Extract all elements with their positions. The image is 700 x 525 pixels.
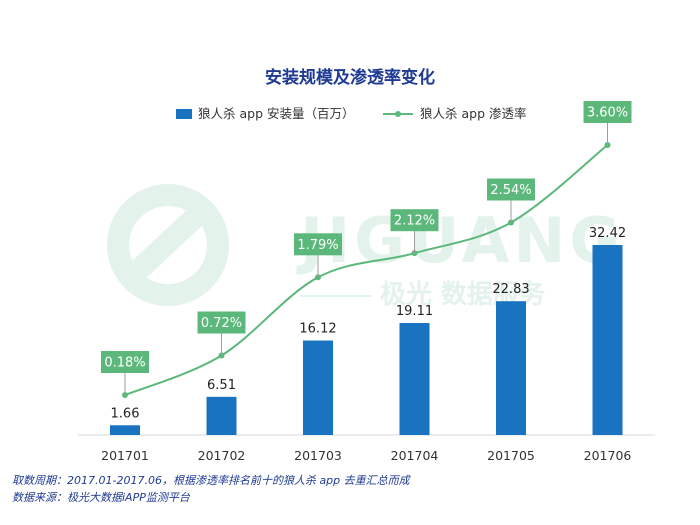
bar-value-label-201706: 32.42 (589, 226, 626, 241)
rate-value-label-201701: 0.18% (104, 356, 145, 371)
bar-201701 (110, 425, 140, 435)
chart-title: 安装规模及渗透率变化 (265, 67, 435, 88)
rate-callouts: 0.18% 0.72% 1.79% 2.12% 2.54% 3.60% (101, 101, 632, 395)
x-tick-201703: 201703 (294, 448, 342, 463)
x-tick-201702: 201702 (198, 448, 246, 463)
bar-value-label-201704: 19.11 (396, 304, 433, 319)
x-tick-201701: 201701 (101, 448, 149, 463)
rate-callout-box-201702 (197, 311, 246, 334)
x-tick-201704: 201704 (391, 448, 439, 463)
rate-callout-box-201705 (487, 178, 535, 201)
rate-value-label-201706: 3.60% (587, 106, 628, 121)
x-tick-201706: 201706 (584, 448, 632, 463)
watermark-logo-slash (120, 196, 216, 289)
footnote-period: 取数周期：2017.01-2017.06，根据渗透率排名前十的狼人杀 app 去… (12, 474, 410, 487)
legend: 狼人杀 app 安装量（百万） 狼人杀 app 渗透率 (176, 106, 526, 121)
rate-callout-box-201704 (390, 209, 439, 232)
bar-value-label-201703: 16.12 (299, 322, 336, 337)
rate-line (124, 144, 609, 396)
bar-201706 (592, 245, 623, 435)
footnotes: 取数周期：2017.01-2017.06，根据渗透率排名前十的狼人杀 app 去… (12, 472, 410, 506)
bar-value-labels: 1.66 6.51 16.12 19.11 22.83 32.42 (111, 226, 627, 421)
legend-line-label: 狼人杀 app 渗透率 (420, 106, 526, 121)
bar-value-label-201705: 22.83 (492, 282, 529, 297)
rate-value-label-201702: 0.72% (201, 316, 242, 331)
bar-value-label-201701: 1.66 (111, 406, 140, 421)
footnote-source: 数据来源：极光大数据iAPP监测平台 (12, 491, 190, 504)
bar-201705 (496, 301, 526, 435)
x-tick-labels: 201701 201702 201703 201704 201705 201706 (101, 448, 631, 463)
bar-201704 (399, 323, 430, 435)
bar-201703 (303, 340, 333, 435)
bar-series (110, 245, 623, 435)
rate-callout-box-201703 (294, 233, 342, 256)
bar-201702 (206, 396, 237, 435)
legend-line-marker (395, 111, 401, 117)
rate-value-label-201705: 2.54% (490, 183, 531, 198)
watermark-logo-ring (107, 184, 229, 306)
watermark: JIGUANG 极光 数据服务 (107, 184, 620, 310)
rate-callout-box-201701 (101, 351, 149, 373)
rate-callout-box-201706 (583, 101, 632, 123)
rate-value-label-201703: 1.79% (297, 238, 338, 253)
legend-bar-swatch (176, 109, 192, 119)
rate-value-label-201704: 2.12% (394, 214, 435, 229)
legend-bar-label: 狼人杀 app 安装量（百万） (198, 106, 354, 121)
x-tick-201705: 201705 (487, 448, 535, 463)
bar-value-label-201702: 6.51 (207, 378, 236, 393)
